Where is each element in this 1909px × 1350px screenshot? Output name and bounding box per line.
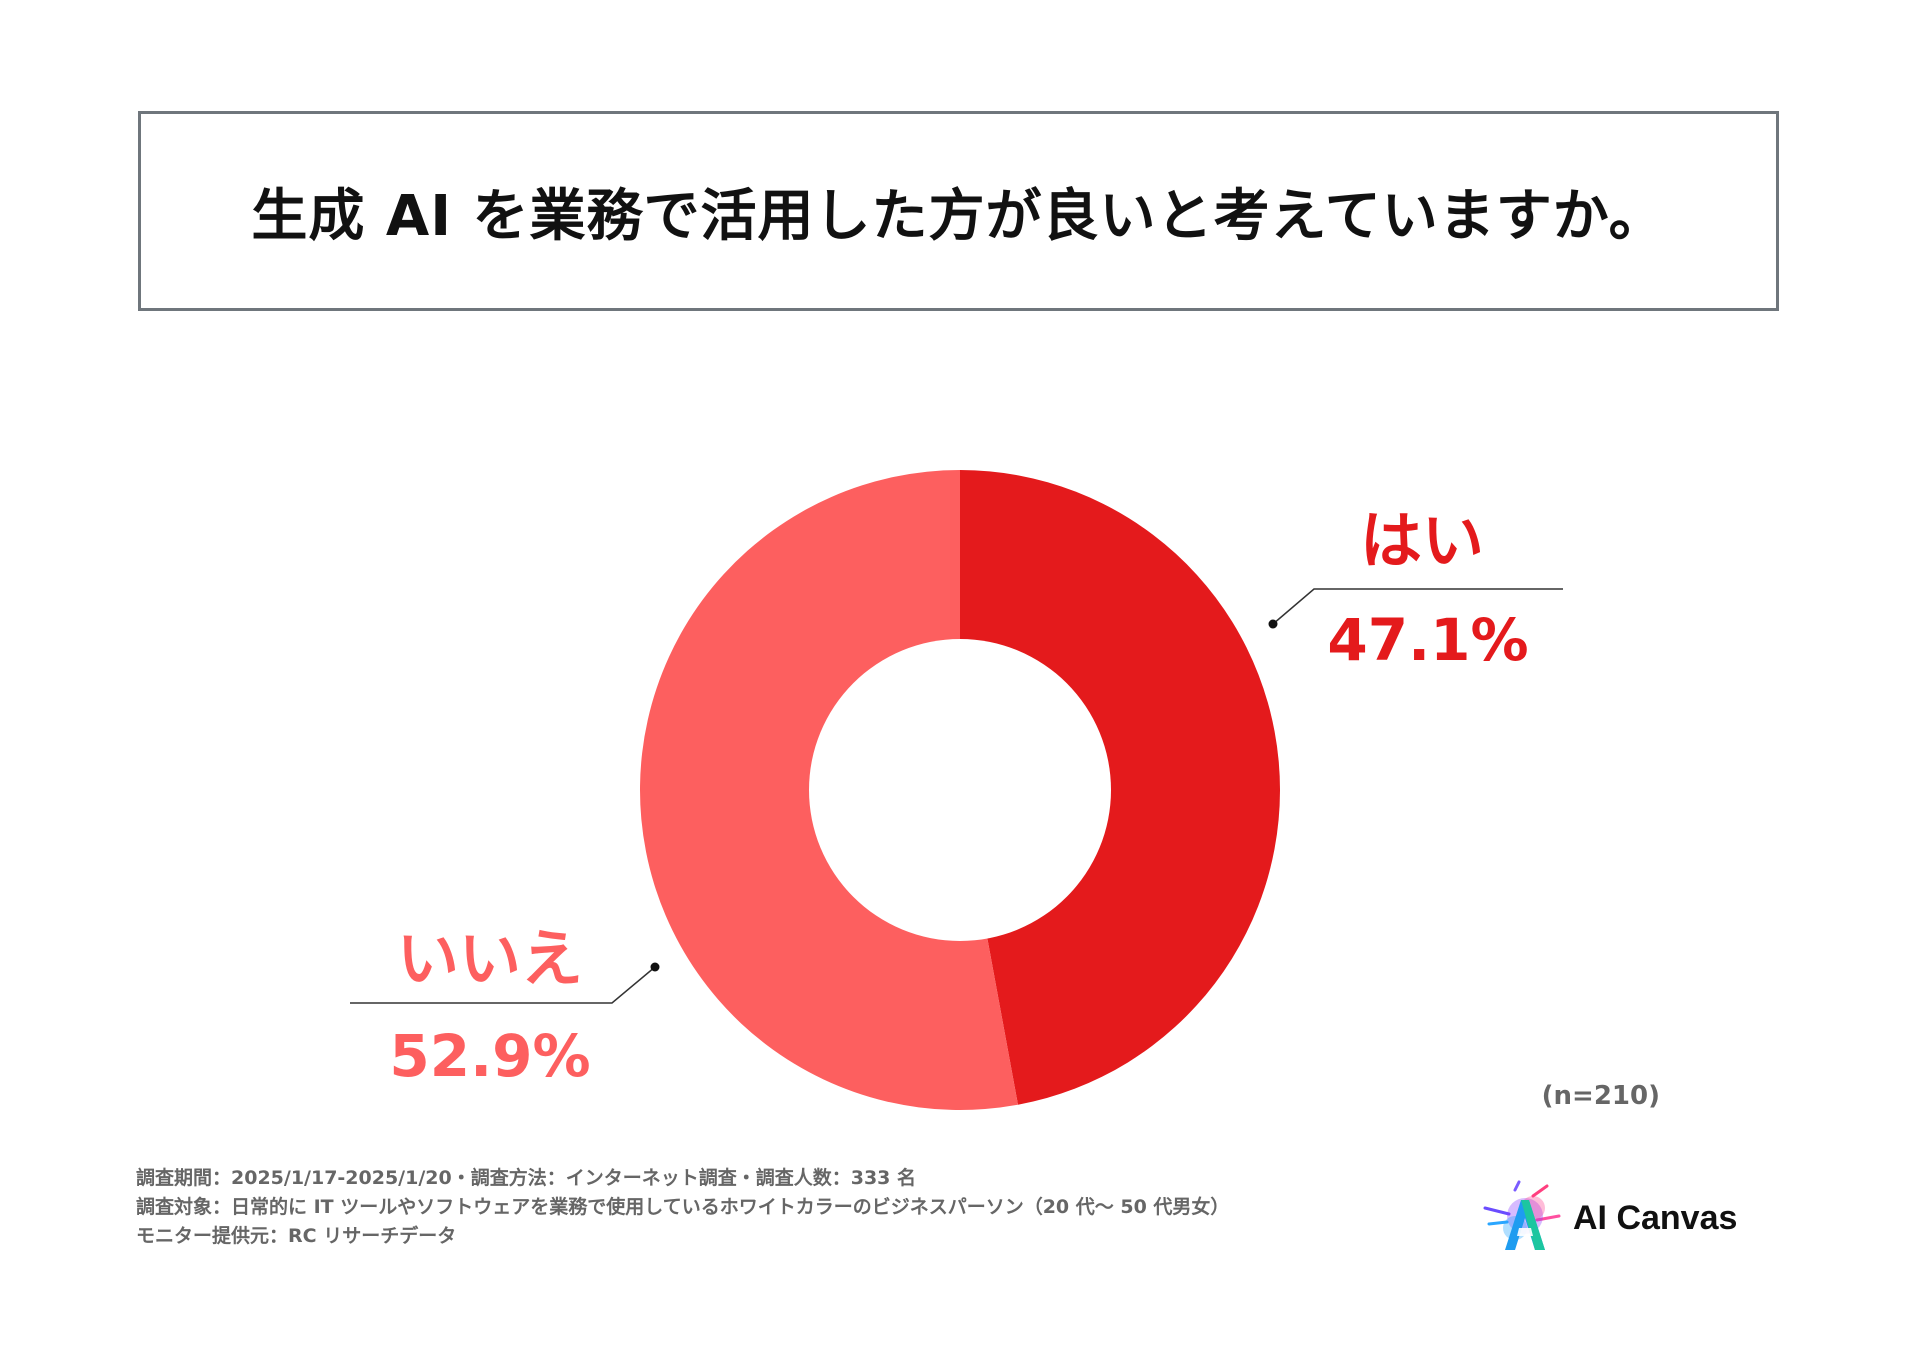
leader-line-no <box>350 966 656 1004</box>
footnote-monitor-provider: モニター提供元：RC リサーチデータ <box>136 1225 457 1247</box>
leader-line-yes <box>1272 588 1563 625</box>
leader-dot-yes <box>1268 619 1278 629</box>
logo-text: AI Canvas <box>1573 1198 1738 1237</box>
slice-label-no: いいえ <box>397 922 583 995</box>
chart-title: 生成 AI を業務で活用した方が良いと考えていますか。 <box>251 183 1666 249</box>
leader-dot-no <box>650 962 660 972</box>
sample-size: (n=210) <box>1541 1081 1660 1111</box>
title-box: 生成 AI を業務で活用した方が良いと考えていますか。 <box>138 111 1779 311</box>
footnote-survey-period: 調査期間：2025/1/17-2025/1/20・調査方法：インターネット調査・… <box>136 1167 917 1189</box>
donut-hole <box>809 639 1111 941</box>
label-group-yes: はい 47.1% <box>1268 504 1563 674</box>
slice-yes <box>960 470 1281 1105</box>
ai-canvas-logo-icon <box>1483 1180 1561 1250</box>
footnote-survey-target: 調査対象：日常的に IT ツールやソフトウェアを業務で使用しているホワイトカラー… <box>136 1196 1230 1218</box>
footnotes: 調査期間：2025/1/17-2025/1/20・調査方法：インターネット調査・… <box>136 1164 1316 1251</box>
slice-value-yes: 47.1% <box>1327 606 1528 674</box>
ai-canvas-logo: AI Canvas <box>1475 1178 1775 1258</box>
slice-label-yes: はい <box>1360 504 1484 577</box>
label-group-no: いいえ 52.9% <box>350 922 660 1090</box>
slice-value-no: 52.9% <box>389 1022 590 1090</box>
